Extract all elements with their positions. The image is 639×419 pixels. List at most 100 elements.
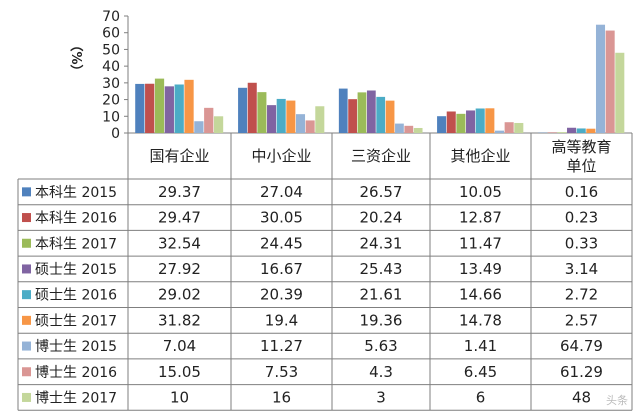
table-cell-value: 2.72 bbox=[565, 286, 598, 304]
bar bbox=[357, 92, 367, 133]
y-tick-label: 50 bbox=[102, 42, 120, 58]
bar bbox=[437, 116, 447, 133]
table-cell-value: 7.04 bbox=[163, 337, 196, 355]
table-cell-value: 3 bbox=[376, 388, 386, 406]
table-cell-value: 5.63 bbox=[364, 337, 397, 355]
bar bbox=[164, 86, 174, 133]
watermark: 头条 bbox=[606, 393, 628, 407]
series-name: 博士生 2017 bbox=[35, 389, 117, 406]
table-cell-value: 11.47 bbox=[459, 234, 502, 252]
bar bbox=[174, 84, 184, 133]
series-name: 本科生 2016 bbox=[35, 211, 117, 227]
table-cell-value: 14.66 bbox=[459, 286, 502, 304]
y-tick-label: 70 bbox=[102, 9, 120, 25]
legend-swatch bbox=[22, 341, 31, 351]
legend-swatch bbox=[22, 187, 31, 197]
table-cell-value: 26.57 bbox=[360, 183, 403, 201]
table-cell-value: 20.24 bbox=[360, 209, 403, 227]
table-cell-value: 14.78 bbox=[459, 311, 502, 329]
bar bbox=[475, 108, 485, 133]
table-cell-value: 6 bbox=[476, 388, 486, 406]
bar bbox=[376, 96, 386, 133]
table-cell-value: 29.02 bbox=[158, 286, 201, 304]
bar bbox=[267, 105, 277, 133]
bar bbox=[276, 98, 286, 133]
legend-swatch bbox=[22, 213, 31, 223]
table-cell-value: 19.4 bbox=[265, 311, 298, 329]
bar bbox=[456, 113, 466, 133]
y-tick-label: 10 bbox=[102, 109, 120, 125]
table-cell-value: 48 bbox=[572, 388, 591, 406]
table-cell-value: 27.92 bbox=[158, 260, 201, 278]
bar bbox=[514, 122, 524, 133]
category-label: 中小企业 bbox=[251, 147, 311, 165]
bar bbox=[286, 100, 296, 133]
series-name: 本科生 2017 bbox=[35, 236, 117, 252]
table-cell-value: 64.79 bbox=[560, 337, 603, 355]
table-cell-value: 19.36 bbox=[360, 311, 403, 329]
series-name: 硕士生 2015 bbox=[35, 262, 117, 278]
table-cell-value: 29.37 bbox=[158, 183, 201, 201]
bar bbox=[494, 130, 505, 133]
table-cell-value: 0.23 bbox=[565, 209, 598, 227]
table-cell-value: 12.87 bbox=[459, 209, 502, 227]
category-label: 高等教育 bbox=[551, 138, 611, 156]
bar bbox=[605, 30, 615, 133]
category-label: 单位 bbox=[566, 157, 596, 175]
y-tick-label: 30 bbox=[102, 76, 120, 92]
bar bbox=[413, 127, 423, 133]
bar bbox=[315, 106, 325, 133]
bar bbox=[238, 87, 248, 133]
bar bbox=[305, 120, 315, 133]
table-cell-value: 7.53 bbox=[265, 363, 298, 381]
category-label: 三资企业 bbox=[351, 147, 411, 165]
bar bbox=[385, 100, 395, 133]
bar bbox=[257, 92, 267, 133]
category-label: 国有企业 bbox=[149, 147, 209, 165]
bar bbox=[204, 107, 214, 133]
table-cell-value: 32.54 bbox=[158, 234, 201, 252]
table-cell-value: 1.41 bbox=[464, 337, 497, 355]
table-cell-value: 29.47 bbox=[158, 209, 201, 227]
table-cell-value: 24.31 bbox=[360, 234, 403, 252]
table-cell-value: 0.16 bbox=[565, 183, 598, 201]
series-name: 本科生 2015 bbox=[35, 185, 117, 201]
table-cell-value: 21.61 bbox=[360, 286, 403, 304]
legend-swatch bbox=[22, 264, 31, 274]
bar bbox=[213, 116, 224, 133]
y-tick-label: 20 bbox=[102, 93, 120, 109]
bar bbox=[567, 127, 577, 133]
table-cell-value: 20.39 bbox=[260, 286, 303, 304]
bar bbox=[586, 128, 596, 133]
bar bbox=[504, 122, 514, 133]
bar bbox=[338, 88, 348, 133]
series-name: 硕士生 2017 bbox=[35, 313, 117, 329]
table-cell-value: 16.67 bbox=[260, 260, 303, 278]
bar bbox=[485, 108, 495, 133]
legend-swatch bbox=[22, 315, 31, 325]
table-cell-value: 13.49 bbox=[459, 260, 502, 278]
bars bbox=[135, 24, 625, 134]
bar bbox=[576, 128, 586, 133]
series-name: 博士生 2015 bbox=[35, 338, 117, 355]
table-cell-value: 10 bbox=[170, 388, 189, 406]
bar bbox=[446, 111, 456, 133]
table-cell-value: 16 bbox=[272, 388, 291, 406]
bar bbox=[194, 121, 204, 133]
series-name: 博士生 2016 bbox=[35, 364, 117, 381]
bar bbox=[366, 90, 376, 133]
table-cell-value: 3.14 bbox=[565, 260, 598, 278]
bar bbox=[154, 78, 165, 133]
y-axis-label: （%） bbox=[68, 38, 84, 77]
legend-swatch bbox=[22, 290, 31, 300]
table-cell-value: 61.29 bbox=[560, 363, 603, 381]
table-cell-value: 6.45 bbox=[464, 363, 497, 381]
bar bbox=[595, 24, 606, 133]
table-cell-value: 4.3 bbox=[369, 363, 393, 381]
y-tick-label: 60 bbox=[102, 26, 120, 42]
table-cell-value: 24.45 bbox=[260, 234, 303, 252]
table-cell-value: 11.27 bbox=[260, 337, 303, 355]
category-label: 其他企业 bbox=[450, 147, 510, 165]
table-cell-value: 2.57 bbox=[565, 311, 598, 329]
